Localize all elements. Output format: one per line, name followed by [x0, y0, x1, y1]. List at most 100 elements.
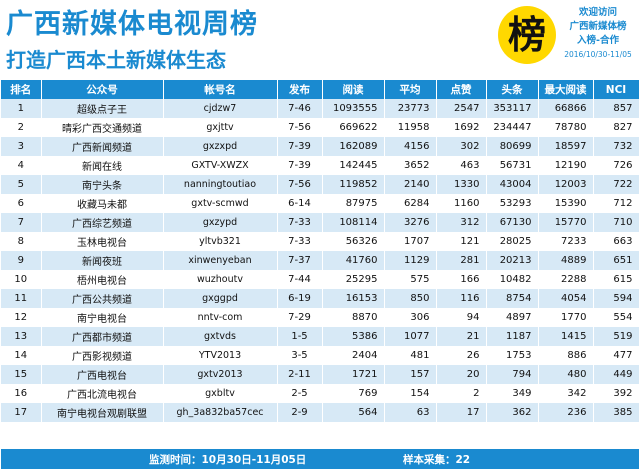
cell-headline-reads: 56731 [486, 156, 539, 175]
table-row: 7 广西综艺频道 gxzypd 7-33 108114 3276 312 67130 15770… [1, 213, 640, 232]
cell-nci: 385 [593, 403, 640, 422]
cell-nci: 519 [593, 327, 640, 346]
cell-max-reads: 236 [538, 403, 594, 422]
cell-reads: 56326 [322, 232, 385, 251]
cell-max-reads: 18597 [538, 137, 594, 156]
cell-posts: 7-56 [277, 175, 323, 194]
cell-account-name: 广西北流电视台 [41, 384, 164, 403]
col-header-average: 平均 [384, 80, 437, 99]
cell-max-reads: 78780 [538, 118, 594, 137]
cell-average: 1707 [384, 232, 437, 251]
cell-nci: 712 [593, 194, 640, 213]
cell-posts: 1-5 [277, 327, 323, 346]
cell-average: 154 [384, 384, 437, 403]
cell-likes: 1330 [436, 175, 487, 194]
cell-rank: 1 [1, 99, 42, 118]
cell-headline-reads: 1187 [486, 327, 539, 346]
cell-average: 4156 [384, 137, 437, 156]
cell-max-reads: 1415 [538, 327, 594, 346]
cell-reads: 8870 [322, 308, 385, 327]
promo-date-range: 2016/10/30-11/05 [564, 50, 632, 59]
cell-account-id: yltvb321 [163, 232, 278, 251]
cell-max-reads: 15770 [538, 213, 594, 232]
cell-posts: 7-39 [277, 156, 323, 175]
cell-headline-reads: 1753 [486, 346, 539, 365]
cell-rank: 6 [1, 194, 42, 213]
cell-headline-reads: 4897 [486, 308, 539, 327]
cell-average: 11958 [384, 118, 437, 137]
cell-rank: 15 [1, 365, 42, 384]
cell-max-reads: 2288 [538, 270, 594, 289]
cell-headline-reads: 20213 [486, 251, 539, 270]
cell-likes: 166 [436, 270, 487, 289]
cell-reads: 87975 [322, 194, 385, 213]
cell-account-name: 南宁电视台观剧联盟 [41, 403, 164, 422]
cell-max-reads: 4889 [538, 251, 594, 270]
cell-account-id: gxjttv [163, 118, 278, 137]
cell-account-name: 广西都市频道 [41, 327, 164, 346]
cell-account-name: 广西电视台 [41, 365, 164, 384]
cell-max-reads: 480 [538, 365, 594, 384]
cell-rank: 12 [1, 308, 42, 327]
cell-max-reads: 12190 [538, 156, 594, 175]
cell-average: 306 [384, 308, 437, 327]
cell-account-name: 超级点子王 [41, 99, 164, 118]
promo-block: 欢迎访问 广西新媒体榜 入榜-合作 2016/10/30-11/05 [558, 6, 638, 62]
cell-average: 481 [384, 346, 437, 365]
cell-average: 23773 [384, 99, 437, 118]
cell-nci: 651 [593, 251, 640, 270]
cell-reads: 119852 [322, 175, 385, 194]
cell-likes: 2 [436, 384, 487, 403]
cell-average: 2140 [384, 175, 437, 194]
cell-headline-reads: 8754 [486, 289, 539, 308]
col-header-account: 公众号 [41, 80, 164, 99]
page-header: 广西新媒体电视周榜 打造广西本土新媒体生态 榜 欢迎访问 广西新媒体榜 入榜-合… [0, 0, 640, 78]
cell-headline-reads: 80699 [486, 137, 539, 156]
cell-nci: 615 [593, 270, 640, 289]
cell-account-name: 南宁头条 [41, 175, 164, 194]
page-footer: 监测时间：10月30日-11月05日 样本采集：22 [1, 449, 639, 469]
col-header-reads: 阅读 [322, 80, 385, 99]
cell-nci: 477 [593, 346, 640, 365]
cell-headline-reads: 234447 [486, 118, 539, 137]
cell-nci: 827 [593, 118, 640, 137]
cell-nci: 392 [593, 384, 640, 403]
cell-headline-reads: 353117 [486, 99, 539, 118]
cell-posts: 7-29 [277, 308, 323, 327]
table-row: 10 梧州电视台 wuzhoutv 7-44 25295 575 166 10482 2288 6… [1, 270, 640, 289]
cell-average: 63 [384, 403, 437, 422]
cell-rank: 4 [1, 156, 42, 175]
cell-reads: 25295 [322, 270, 385, 289]
cell-posts: 7-44 [277, 270, 323, 289]
cell-reads: 2404 [322, 346, 385, 365]
table-row: 13 广西都市频道 gxtvds 1-5 5386 1077 21 1187 1415 519 [1, 327, 640, 346]
cell-headline-reads: 43004 [486, 175, 539, 194]
cell-headline-reads: 794 [486, 365, 539, 384]
cell-rank: 16 [1, 384, 42, 403]
cell-reads: 16153 [322, 289, 385, 308]
cell-max-reads: 1770 [538, 308, 594, 327]
cell-likes: 17 [436, 403, 487, 422]
col-header-rank: 排名 [1, 80, 42, 99]
cell-max-reads: 15390 [538, 194, 594, 213]
sample-count: 样本采集：22 [403, 454, 471, 466]
cell-posts: 7-56 [277, 118, 323, 137]
table-row: 6 收藏马未都 gxtv-scmwd 6-14 87975 6284 1160 53293 15… [1, 194, 640, 213]
cell-nci: 726 [593, 156, 640, 175]
cell-rank: 7 [1, 213, 42, 232]
cell-likes: 20 [436, 365, 487, 384]
cell-posts: 6-14 [277, 194, 323, 213]
cell-reads: 1721 [322, 365, 385, 384]
cell-reads: 564 [322, 403, 385, 422]
cell-account-id: cjdzw7 [163, 99, 278, 118]
cell-nci: 449 [593, 365, 640, 384]
cell-likes: 2547 [436, 99, 487, 118]
cell-max-reads: 7233 [538, 232, 594, 251]
promo-line-cooperate: 入榜-合作 [577, 35, 619, 46]
promo-line-site: 广西新媒体榜 [569, 21, 627, 32]
cell-posts: 7-37 [277, 251, 323, 270]
cell-headline-reads: 10482 [486, 270, 539, 289]
cell-likes: 21 [436, 327, 487, 346]
page-subtitle: 打造广西本土新媒体生态 [6, 48, 226, 72]
page-title: 广西新媒体电视周榜 [6, 9, 258, 40]
